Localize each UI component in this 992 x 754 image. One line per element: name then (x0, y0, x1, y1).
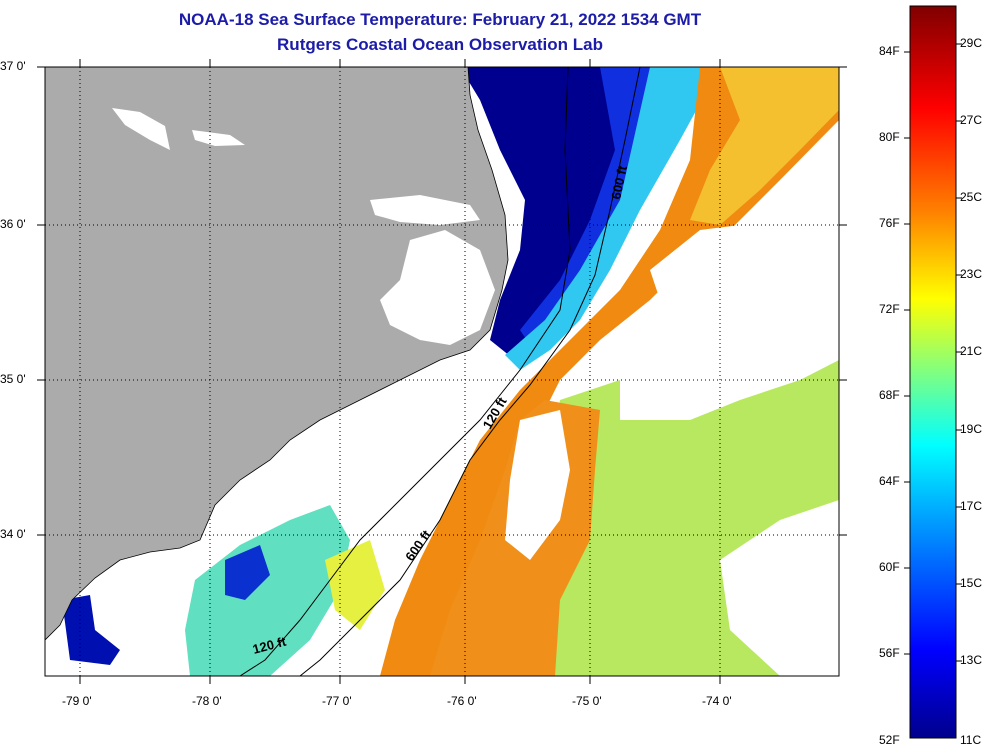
cloud-band-3 (505, 410, 570, 560)
contour-120ft (239, 67, 571, 676)
inland-lake (112, 108, 170, 150)
coastal-patch-south (185, 505, 350, 676)
lon-label-79: -79 0' (62, 694, 92, 708)
colorbar-f-56: 56F (879, 646, 900, 660)
lat-label-35: 35 0' (0, 372, 26, 386)
colorbar-ticks (904, 43, 962, 662)
colorbar-c-15: 15C (960, 576, 983, 590)
colorbar-f-76: 76F (879, 216, 900, 230)
colorbar-c-23: 23C (960, 267, 983, 281)
colorbar-f-64: 64F (879, 474, 900, 488)
contour-600ft (299, 67, 641, 676)
colorbar-c-21: 21C (960, 344, 983, 358)
lat-label-37: 37 0' (0, 59, 26, 73)
colorbar-f-52: 52F (879, 733, 900, 747)
shelf-water-cold (460, 67, 640, 360)
colorbar-c-29: 29C (960, 36, 983, 50)
colorbar-f-60: 60F (879, 560, 900, 574)
map-title: NOAA-18 Sea Surface Temperature: Februar… (178, 10, 702, 29)
map-subtitle: Rutgers Coastal Ocean Observation Lab (277, 35, 603, 54)
colorbar-c-25: 25C (960, 190, 983, 204)
lon-label-75: -75 0' (572, 694, 602, 708)
lon-label-78: -78 0' (192, 694, 222, 708)
colorbar-f-72: 72F (879, 302, 900, 316)
colorbar-c-11: 11C (960, 733, 982, 747)
colorbar-c-27: 27C (960, 113, 983, 127)
cloud-band-1 (650, 200, 839, 320)
inland-lake-2 (192, 130, 245, 146)
colorbar-c-19: 19C (960, 422, 983, 436)
axis-ticks (37, 59, 847, 684)
coastal-patch-blue (225, 545, 270, 600)
lon-label-76: -76 0' (447, 694, 477, 708)
cloud-band-2 (620, 320, 839, 420)
lat-label-36: 36 0' (0, 217, 26, 231)
cloud-band-4 (720, 500, 839, 676)
colorbar-c-17: 17C (960, 499, 983, 513)
contour-label-600ft-north: 600 ft (608, 164, 630, 201)
colorbar-f-80: 80F (879, 130, 900, 144)
lon-label-77: -77 0' (322, 694, 352, 708)
colorbar-f-68: 68F (879, 388, 900, 402)
pamlico-sound (380, 230, 495, 345)
shelf-water-cyan (505, 67, 720, 370)
lon-label-74: -74 0' (702, 694, 732, 708)
albemarle-sound (370, 195, 480, 225)
graticule (45, 67, 839, 676)
colorbar (909, 5, 957, 739)
lat-label-34: 34 0' (0, 527, 26, 541)
colorbar-f-84: 84F (879, 44, 900, 58)
colorbar-c-13: 13C (960, 653, 983, 667)
warm-offshore (690, 67, 839, 225)
map-frame (44, 66, 840, 677)
southwest-blue-patch (62, 595, 120, 665)
